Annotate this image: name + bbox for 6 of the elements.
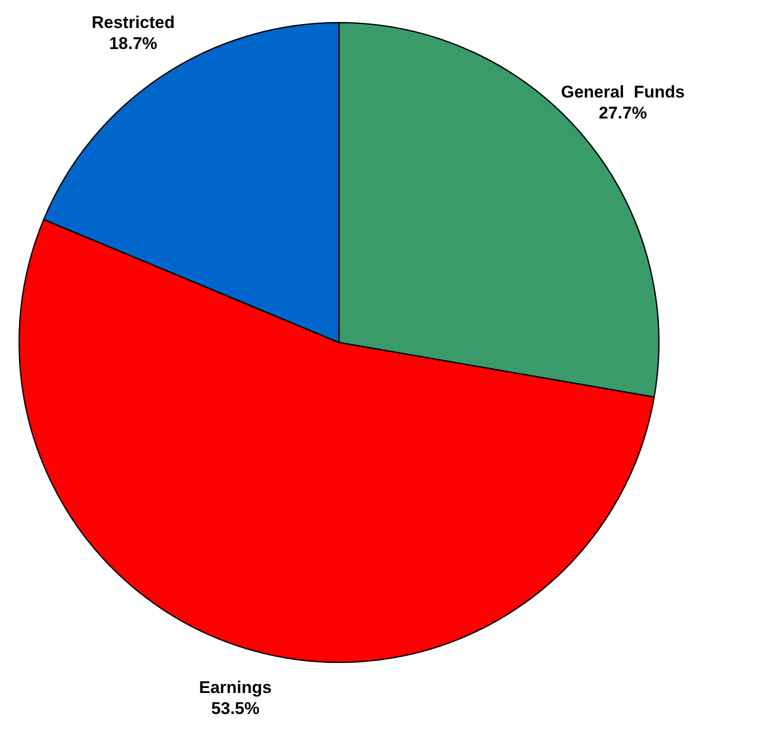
slice-label: Earnings: [199, 678, 272, 697]
data-label: 18.7%: [109, 34, 158, 53]
data-label: 53.5%: [211, 698, 260, 718]
slice-label: Restricted: [92, 12, 175, 32]
slice-label: General Funds: [560, 82, 685, 102]
data-label: 27.7%: [598, 104, 647, 123]
